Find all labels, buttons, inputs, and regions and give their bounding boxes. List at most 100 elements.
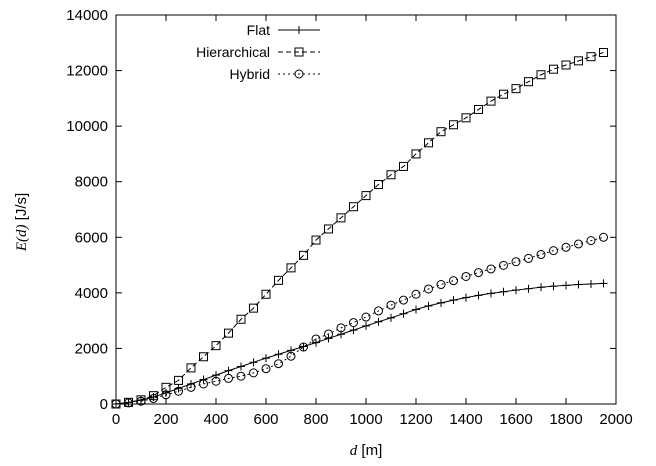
series-line-hierarchical	[115, 52, 604, 405]
data-point-flat	[599, 279, 608, 288]
x-axis-unit: [m]	[357, 442, 382, 459]
data-point-hierarchical	[399, 161, 408, 171]
data-point-hierarchical	[549, 64, 558, 74]
data-point-hybrid	[586, 236, 596, 246]
data-point-flat	[424, 301, 433, 310]
data-point-hierarchical	[524, 77, 533, 87]
x-tick-label: 200	[153, 411, 178, 428]
data-point-hybrid	[236, 371, 246, 381]
data-point-hierarchical	[411, 149, 421, 159]
data-point-hybrid	[386, 300, 396, 310]
data-point-flat	[487, 289, 495, 298]
data-point-flat	[299, 342, 308, 351]
x-tick-label: 1400	[449, 411, 482, 428]
data-point-hybrid	[486, 264, 496, 274]
data-point-flat	[462, 293, 470, 302]
data-point-hybrid	[436, 280, 446, 290]
data-point-hierarchical	[511, 84, 521, 94]
data-point-hierarchical	[299, 250, 308, 260]
data-point-hybrid	[261, 364, 271, 374]
data-point-hybrid	[399, 295, 408, 305]
data-point-hierarchical	[174, 375, 183, 385]
series-flat	[112, 279, 608, 408]
plot-area: 0 200 400 600 800 1000 1200 1400 1600 1800 2000 0 20…	[66, 7, 632, 428]
data-point-hybrid	[524, 253, 533, 263]
data-point-hybrid	[186, 382, 196, 392]
data-point-hybrid	[249, 368, 258, 378]
data-point-flat	[449, 296, 458, 305]
data-point-hybrid	[574, 239, 583, 249]
data-point-hierarchical	[436, 127, 446, 137]
y-tick-label: 6000	[75, 229, 108, 246]
data-point-hierarchical	[224, 328, 233, 338]
data-point-hybrid	[174, 386, 183, 396]
data-point-flat	[287, 346, 295, 355]
data-point-hybrid	[411, 289, 421, 299]
x-tick-label: 800	[303, 411, 328, 428]
x-tick-label: 1000	[349, 411, 382, 428]
data-point-hybrid	[211, 376, 221, 386]
data-point-flat	[437, 298, 445, 307]
plot-frame	[115, 14, 617, 405]
data-point-flat	[212, 371, 220, 380]
data-point-flat	[399, 309, 408, 318]
y-tick-label: 12000	[66, 63, 108, 80]
data-point-flat	[537, 283, 545, 292]
series-line-hybrid	[115, 236, 604, 405]
y-axis-label: E(d) [J/s]	[13, 193, 30, 252]
data-point-flat	[474, 291, 483, 300]
legend-marker-hierarchical	[294, 47, 304, 57]
data-point-hierarchical	[486, 96, 496, 106]
data-point-hierarchical	[311, 235, 321, 245]
data-point-hybrid	[274, 359, 283, 369]
data-point-hierarchical	[424, 138, 433, 148]
data-point-hybrid	[199, 379, 208, 389]
series-hierarchical	[111, 48, 608, 409]
data-point-hybrid	[311, 334, 321, 344]
data-point-hierarchical	[286, 263, 296, 273]
data-point-hybrid	[511, 257, 521, 267]
legend-label-hybrid: Hybrid	[230, 66, 270, 82]
data-point-hybrid	[561, 242, 571, 252]
data-point-hybrid	[449, 276, 458, 286]
data-point-hybrid	[599, 232, 608, 242]
data-point-hybrid	[136, 396, 146, 406]
data-point-hybrid	[536, 250, 546, 260]
data-point-flat	[374, 317, 383, 326]
series-hybrid	[111, 232, 608, 409]
data-point-hierarchical	[324, 224, 333, 234]
data-point-flat	[512, 286, 520, 295]
y-tick-label: 0	[100, 396, 108, 413]
data-point-hybrid	[549, 246, 558, 256]
data-point-hierarchical	[261, 289, 271, 299]
data-point-hierarchical	[586, 52, 596, 62]
x-tick-label: 400	[203, 411, 228, 428]
y-tick-label: 4000	[75, 285, 108, 302]
legend-marker-flat	[295, 26, 303, 34]
y-axis-var: E(d)	[14, 225, 30, 253]
data-point-hybrid	[461, 271, 471, 281]
data-point-flat	[549, 282, 558, 291]
data-point-hierarchical	[249, 303, 258, 313]
y-tick-label: 10000	[66, 118, 108, 135]
data-point-flat	[349, 326, 358, 335]
data-point-hybrid	[424, 284, 433, 294]
data-point-hybrid	[111, 399, 121, 409]
data-point-flat	[362, 321, 370, 330]
data-point-hybrid	[374, 306, 383, 316]
data-point-hybrid	[149, 393, 158, 403]
data-point-hybrid	[349, 318, 358, 328]
data-point-hybrid	[324, 329, 333, 339]
data-point-hierarchical	[449, 120, 458, 130]
x-tick-label: 600	[253, 411, 278, 428]
data-point-hierarchical	[461, 113, 471, 123]
y-tick-label: 2000	[75, 340, 108, 357]
data-point-hierarchical	[274, 275, 283, 285]
data-point-hybrid	[336, 323, 346, 333]
y-axis-unit: [J/s]	[13, 193, 30, 225]
x-axis-var: d	[350, 443, 358, 459]
data-point-flat	[162, 388, 170, 397]
data-point-flat	[262, 354, 270, 363]
